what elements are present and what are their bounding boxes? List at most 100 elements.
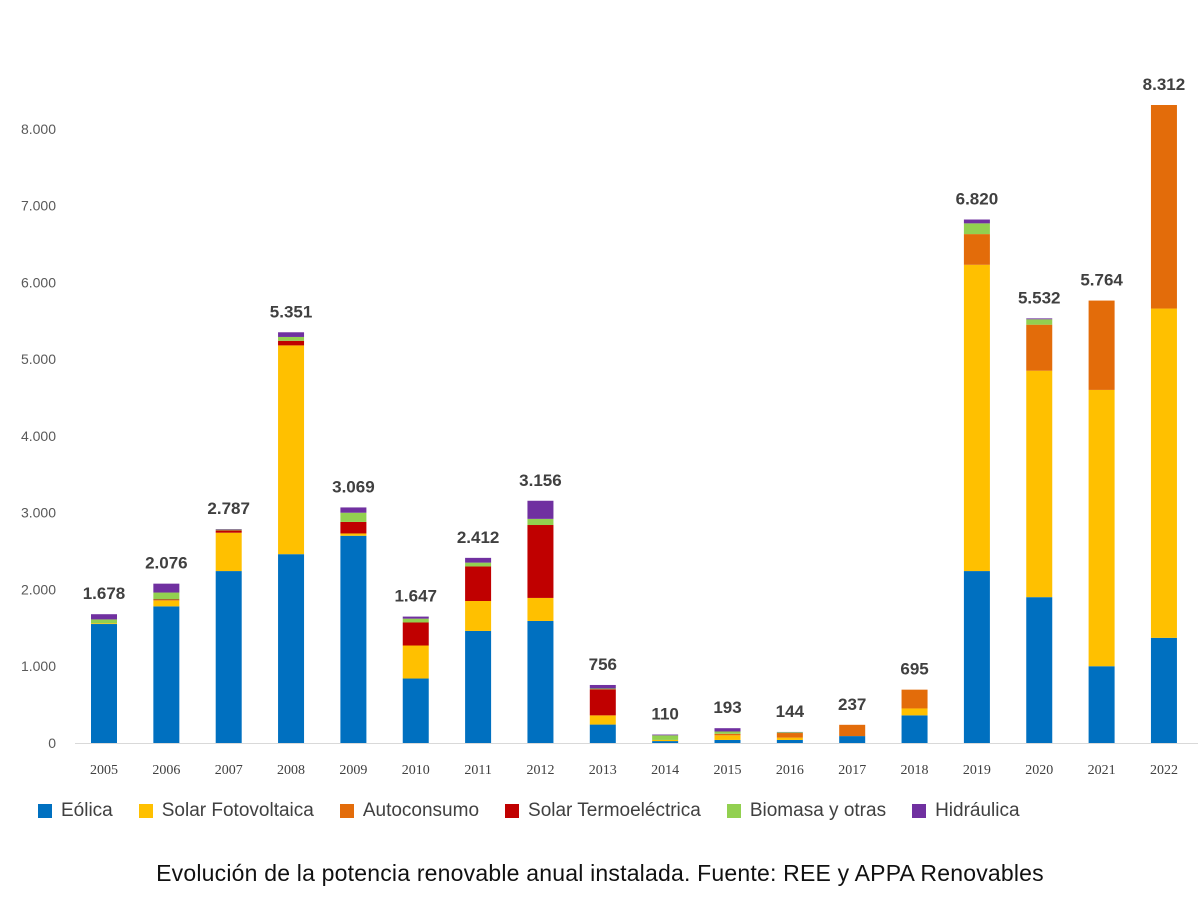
bar-segment bbox=[589, 684, 616, 689]
total-label: 144 bbox=[776, 702, 805, 721]
bar-segment bbox=[278, 340, 305, 346]
total-label: 5.764 bbox=[1080, 271, 1123, 290]
bar-segment bbox=[278, 345, 305, 555]
bar-segment bbox=[402, 616, 429, 619]
total-label: 1.647 bbox=[394, 587, 437, 606]
x-tick-label: 2022 bbox=[1150, 763, 1178, 778]
bar-segment bbox=[714, 728, 741, 732]
bar-segment bbox=[91, 624, 117, 743]
total-label: 5.351 bbox=[270, 302, 313, 321]
total-labels: 1.678 2.076 2.787 5.351 3.069 1.647 2.412 3.156… bbox=[83, 75, 1185, 724]
x-tick-label: 2020 bbox=[1025, 763, 1053, 778]
x-tick-label: 2014 bbox=[651, 763, 679, 778]
bar-segment bbox=[402, 622, 429, 646]
bar-segment bbox=[340, 533, 367, 536]
total-label: 237 bbox=[838, 695, 866, 714]
legend-label: Autoconsumo bbox=[362, 800, 480, 821]
legend-item: Biomasa y otras bbox=[726, 800, 887, 822]
x-tick-label: 2007 bbox=[215, 763, 243, 778]
legend-swatch bbox=[38, 804, 52, 818]
bar-segment bbox=[278, 336, 305, 341]
bar-segment bbox=[527, 518, 554, 526]
bar-segment bbox=[1026, 319, 1053, 325]
total-label: 3.156 bbox=[519, 471, 562, 490]
bar-segment bbox=[589, 715, 616, 725]
legend-label: Hidráulica bbox=[935, 800, 1020, 821]
y-tick-label: 2.000 bbox=[21, 581, 56, 597]
bar-segment bbox=[402, 678, 429, 743]
bar-segment bbox=[776, 737, 803, 740]
bar-segment bbox=[340, 521, 367, 534]
bar-segment bbox=[714, 735, 741, 740]
y-axis: 0 1.000 2.000 3.000 4.000 5.000 6.000 7.000 8.00… bbox=[21, 121, 56, 751]
y-tick-label: 8.000 bbox=[21, 121, 56, 137]
bar-segment bbox=[652, 739, 679, 742]
y-tick-label: 3.000 bbox=[21, 505, 56, 521]
legend-item: Hidráulica bbox=[912, 800, 1020, 822]
bar-segment bbox=[589, 688, 616, 690]
legend: Eólica Solar Fotovoltaica Autoconsumo Solar… bbox=[38, 800, 1198, 822]
x-tick-label: 2011 bbox=[464, 763, 491, 778]
x-tick-label: 2008 bbox=[277, 763, 305, 778]
chart-plot: 0 1.000 2.000 3.000 4.000 5.000 6.000 7.000 8.00… bbox=[21, 75, 1198, 778]
legend-label: Biomasa y otras bbox=[749, 800, 887, 821]
bar-segment bbox=[402, 645, 429, 679]
legend-label: Solar Fotovoltaica bbox=[161, 800, 314, 821]
x-tick-label: 2021 bbox=[1088, 763, 1116, 778]
legend-item: Autoconsumo bbox=[339, 800, 480, 822]
bar-segment bbox=[776, 739, 803, 743]
bar-segment bbox=[215, 571, 242, 743]
x-tick-label: 2010 bbox=[402, 763, 430, 778]
bar-segment bbox=[963, 571, 990, 743]
bar-segment bbox=[153, 599, 180, 601]
x-axis: 2005 2006 2007 2008 2009 2010 2011 2012 2013 2014… bbox=[75, 743, 1198, 778]
x-tick-label: 2019 bbox=[963, 763, 991, 778]
bar-segment bbox=[91, 614, 117, 620]
bar-segment bbox=[527, 525, 554, 598]
bar-segment bbox=[963, 219, 990, 224]
total-label: 3.069 bbox=[332, 477, 375, 496]
bar-segment bbox=[652, 741, 679, 743]
bar-segment bbox=[1026, 318, 1053, 320]
bar-segment bbox=[1150, 105, 1177, 309]
legend-swatch bbox=[138, 804, 153, 818]
bar-segment bbox=[465, 562, 492, 567]
x-tick-label: 2012 bbox=[526, 763, 554, 778]
bar-segment bbox=[652, 734, 679, 736]
bar-segment bbox=[527, 500, 554, 519]
bar-segment bbox=[153, 600, 180, 607]
bar-segment bbox=[465, 557, 492, 563]
total-label: 2.412 bbox=[457, 528, 500, 547]
y-tick-label: 6.000 bbox=[21, 274, 56, 290]
bar-segment bbox=[340, 535, 367, 743]
bar-segment bbox=[901, 708, 928, 716]
bar-segment bbox=[776, 732, 803, 734]
legend-swatch bbox=[339, 804, 354, 818]
legend-swatch bbox=[505, 804, 520, 818]
x-tick-label: 2006 bbox=[152, 763, 180, 778]
x-tick-label: 2005 bbox=[90, 763, 118, 778]
total-label: 756 bbox=[589, 655, 617, 674]
bar-segment bbox=[527, 620, 554, 743]
bar-segment bbox=[714, 739, 741, 743]
bar-segment bbox=[901, 715, 928, 743]
total-label: 695 bbox=[900, 660, 928, 679]
y-tick-label: 5.000 bbox=[21, 351, 56, 367]
bar-segment bbox=[963, 264, 990, 572]
y-tick-label: 1.000 bbox=[21, 658, 56, 674]
legend-swatch bbox=[912, 804, 927, 818]
bar-segment bbox=[589, 724, 616, 743]
bar-segment bbox=[402, 618, 429, 623]
x-tick-label: 2015 bbox=[714, 763, 742, 778]
bar-segment bbox=[1150, 308, 1177, 638]
total-label: 8.312 bbox=[1143, 75, 1186, 94]
bar-segment bbox=[714, 733, 741, 736]
bar-segment bbox=[589, 689, 616, 716]
bar-segment bbox=[1026, 597, 1053, 743]
bar-segment bbox=[1026, 324, 1053, 371]
bar-segment bbox=[91, 623, 117, 625]
bar-segment bbox=[153, 592, 180, 600]
bar-segment bbox=[776, 733, 803, 738]
total-label: 6.820 bbox=[956, 190, 999, 209]
bar-segment bbox=[153, 606, 180, 743]
